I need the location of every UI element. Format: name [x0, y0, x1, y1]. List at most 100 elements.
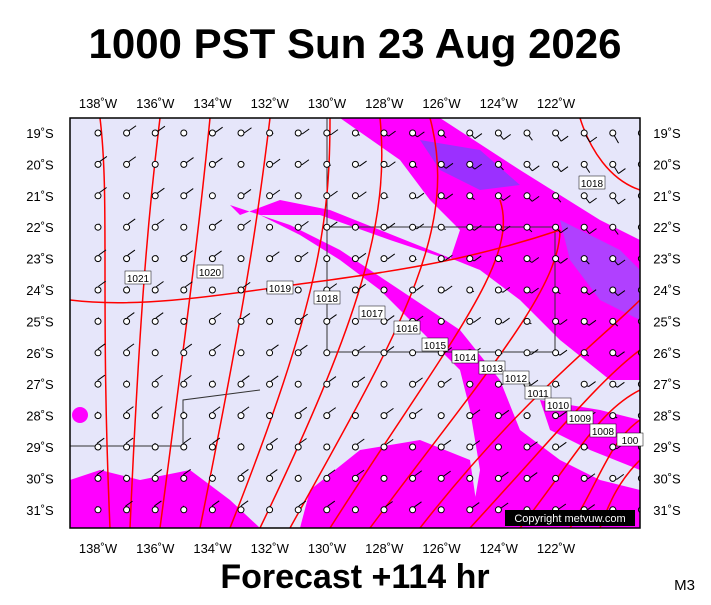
lon-label: 122˚W — [537, 541, 576, 556]
lat-label: 20˚S — [26, 157, 54, 172]
wind-station — [238, 224, 244, 230]
wind-station — [381, 475, 387, 481]
wind-station — [124, 318, 130, 324]
wind-station — [438, 193, 444, 199]
wind-station — [95, 193, 101, 199]
lon-label: 134˚W — [193, 96, 232, 111]
wind-barb — [641, 321, 646, 327]
wind-station — [410, 475, 416, 481]
isobar-label: 1009 — [569, 414, 592, 425]
wind-barb — [641, 164, 647, 174]
wind-station — [381, 413, 387, 419]
wind-station — [495, 224, 501, 230]
wind-station — [181, 413, 187, 419]
isobar-label: 1021 — [127, 274, 150, 285]
wind-station — [152, 256, 158, 262]
wind-station — [152, 318, 158, 324]
wind-station — [581, 256, 587, 262]
wind-station — [438, 224, 444, 230]
wind-station — [181, 475, 187, 481]
wind-station — [381, 256, 387, 262]
wind-station — [553, 475, 559, 481]
wind-station — [238, 381, 244, 387]
wind-station — [410, 224, 416, 230]
wind-station — [381, 130, 387, 136]
lat-label: 29˚S — [26, 440, 54, 455]
lon-label: 132˚W — [251, 96, 290, 111]
wind-station — [381, 224, 387, 230]
wind-station — [553, 413, 559, 419]
wind-station — [581, 193, 587, 199]
wind-station — [524, 444, 530, 450]
wind-station — [438, 444, 444, 450]
wind-station — [381, 193, 387, 199]
wind-station — [267, 130, 273, 136]
wind-station — [295, 193, 301, 199]
lon-label: 130˚W — [308, 96, 347, 111]
wind-station — [467, 413, 473, 419]
wind-station — [181, 130, 187, 136]
title: 1000 PST Sun 23 Aug 2026 — [88, 20, 621, 67]
wind-station — [152, 381, 158, 387]
wind-station — [381, 444, 387, 450]
wind-station — [124, 161, 130, 167]
copyright: Copyright metvuw.com — [514, 513, 625, 525]
wind-station — [467, 193, 473, 199]
wind-station — [181, 350, 187, 356]
wind-station — [524, 161, 530, 167]
wind-station — [267, 318, 273, 324]
wind-station — [610, 318, 616, 324]
wind-station — [438, 318, 444, 324]
lat-label: 25˚S — [653, 314, 681, 329]
wind-barb-feather — [646, 414, 653, 419]
wind-station — [410, 193, 416, 199]
wind-barb — [641, 133, 647, 144]
wind-station — [124, 507, 130, 513]
wind-station — [410, 413, 416, 419]
wind-station — [495, 475, 501, 481]
wind-station — [581, 381, 587, 387]
wind-station — [410, 256, 416, 262]
wind-station — [581, 161, 587, 167]
wind-station — [238, 161, 244, 167]
wind-station — [610, 444, 616, 450]
wind-station — [267, 256, 273, 262]
isobar-label: 1018 — [316, 294, 339, 305]
lon-label: 128˚W — [365, 541, 404, 556]
wind-station — [267, 161, 273, 167]
wind-station — [553, 287, 559, 293]
wind-station — [524, 475, 530, 481]
wind-station — [181, 381, 187, 387]
wind-station — [553, 193, 559, 199]
wind-station — [553, 224, 559, 230]
lat-label: 28˚S — [26, 409, 54, 424]
wind-station — [295, 318, 301, 324]
lat-label: 25˚S — [26, 314, 54, 329]
wind-station — [152, 161, 158, 167]
wind-station — [209, 444, 215, 450]
wind-station — [381, 381, 387, 387]
wind-station — [181, 256, 187, 262]
wind-station — [495, 381, 501, 387]
wind-station — [467, 381, 473, 387]
isobar-label: 1013 — [481, 364, 504, 375]
isobar-label: 1017 — [361, 309, 384, 320]
wind-station — [438, 413, 444, 419]
lon-label: 122˚W — [537, 96, 576, 111]
isobar-label: 100 — [622, 436, 639, 447]
wind-station — [610, 475, 616, 481]
wind-station — [524, 413, 530, 419]
wind-station — [324, 507, 330, 513]
wind-station — [209, 507, 215, 513]
wind-station — [381, 161, 387, 167]
lon-label: 130˚W — [308, 541, 347, 556]
wind-barb — [641, 259, 646, 266]
wind-station — [209, 381, 215, 387]
wind-station — [95, 507, 101, 513]
isobar-label: 1015 — [424, 341, 447, 352]
wind-station — [324, 130, 330, 136]
wind-station — [152, 444, 158, 450]
wind-station — [209, 475, 215, 481]
wind-station — [152, 413, 158, 419]
